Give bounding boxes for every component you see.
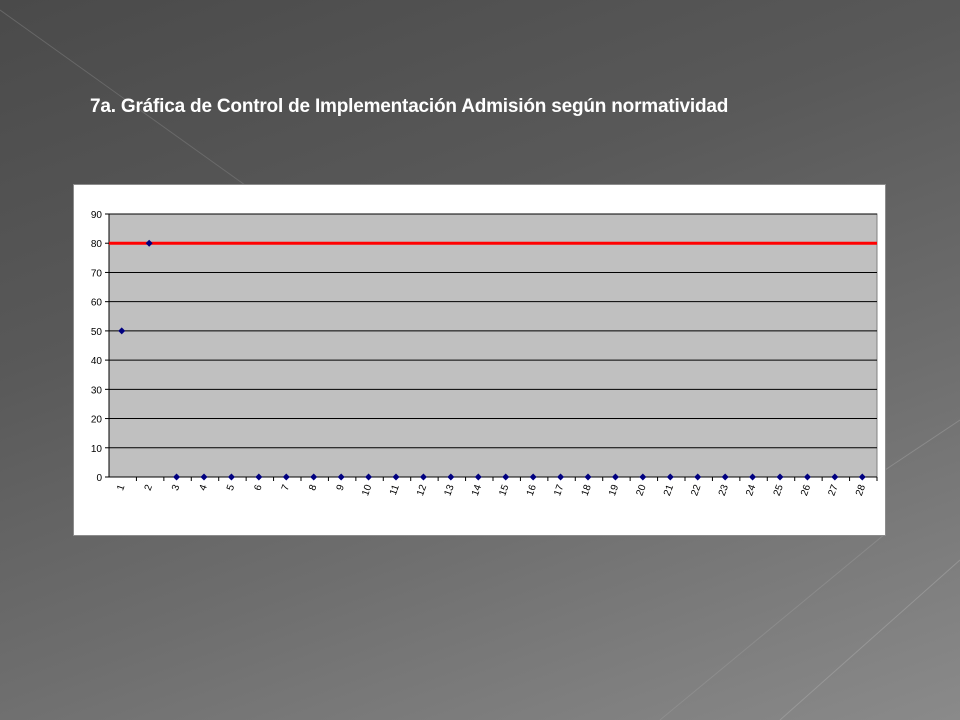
x-tick-label: 10 [360, 483, 374, 498]
x-tick-label: 7 [280, 483, 292, 492]
y-tick-label: 90 [91, 210, 103, 221]
x-tick-label: 26 [799, 483, 813, 498]
x-tick-label: 28 [854, 483, 868, 498]
y-tick-label: 40 [91, 356, 103, 367]
x-tick-label: 5 [225, 483, 237, 492]
data-point [694, 473, 702, 481]
x-axis-ticks: 1 2 3 4 5 6 7 8 9 10 11 12 13 14 15 16 17 18 19 20 21 22 23 24 2… [115, 477, 878, 498]
x-tick-label: 2 [143, 483, 155, 492]
data-point [282, 473, 290, 481]
x-tick-label: 1 [115, 483, 127, 492]
x-tick-label: 27 [827, 483, 841, 498]
data-point [529, 473, 537, 481]
y-tick-label: 0 [96, 473, 102, 484]
x-tick-label: 9 [335, 483, 347, 492]
data-point [173, 473, 181, 481]
data-point [858, 473, 866, 481]
x-tick-label: 24 [744, 483, 758, 498]
y-tick-label: 60 [91, 298, 103, 309]
x-tick-label: 12 [415, 483, 429, 498]
x-tick-label: 13 [443, 483, 457, 498]
data-point [584, 473, 592, 481]
y-tick-label: 80 [91, 239, 103, 250]
data-point [721, 473, 729, 481]
data-point [666, 473, 674, 481]
x-tick-label: 19 [607, 483, 621, 498]
y-tick-label: 30 [91, 385, 103, 396]
data-point [200, 473, 208, 481]
x-tick-label: 8 [307, 483, 319, 492]
y-tick-label: 20 [91, 415, 103, 426]
x-tick-label: 25 [772, 483, 786, 498]
x-tick-label: 17 [552, 483, 566, 498]
x-tick-label: 14 [470, 483, 484, 498]
y-axis-ticks: 0 10 20 30 40 50 60 70 80 90 [91, 210, 110, 484]
slide-title: 7a. Gráfica de Control de Implementación… [90, 96, 729, 117]
plot-area [108, 213, 878, 478]
x-tick-label: 4 [198, 483, 210, 492]
data-point [337, 473, 345, 481]
data-point [255, 473, 263, 481]
x-tick-label: 22 [689, 483, 703, 498]
data-point [419, 473, 427, 481]
y-tick-label: 10 [91, 444, 103, 455]
data-point [227, 473, 235, 481]
data-point [447, 473, 455, 481]
x-tick-label: 21 [662, 483, 676, 498]
data-point [557, 473, 565, 481]
x-tick-label: 23 [717, 483, 731, 498]
x-tick-label: 20 [635, 483, 649, 498]
data-point [474, 473, 482, 481]
y-tick-label: 50 [91, 327, 103, 338]
data-point [639, 473, 647, 481]
x-tick-label: 6 [252, 483, 264, 492]
chart-container: 0 10 20 30 40 50 60 70 80 90 1 2 3 4 5 6 7 8 9 10 11 12 13 14 1… [73, 184, 886, 536]
data-points [118, 239, 866, 481]
data-point [611, 473, 619, 481]
x-tick-label: 11 [388, 483, 402, 497]
data-point [118, 327, 126, 335]
data-point [776, 473, 784, 481]
data-point [749, 473, 757, 481]
data-point [502, 473, 510, 481]
data-point [310, 473, 318, 481]
y-tick-label: 70 [91, 268, 103, 279]
data-point [831, 473, 839, 481]
data-point [145, 239, 153, 247]
x-tick-label: 15 [497, 483, 511, 498]
data-point [803, 473, 811, 481]
data-point [392, 473, 400, 481]
x-tick-label: 18 [580, 483, 594, 498]
x-tick-label: 3 [170, 483, 182, 492]
x-tick-label: 16 [525, 483, 539, 498]
data-point [365, 473, 373, 481]
